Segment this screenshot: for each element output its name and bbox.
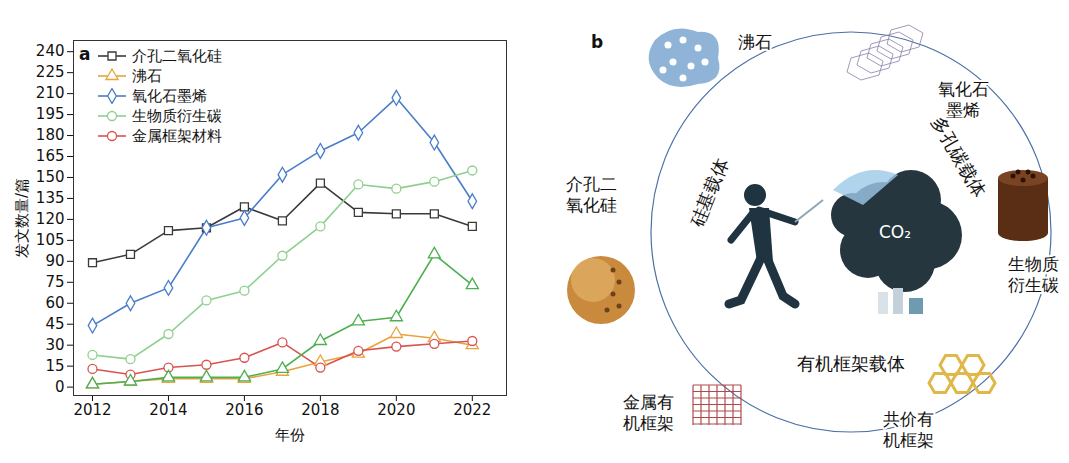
svg-text:多孔碳载体: 多孔碳载体	[927, 113, 990, 201]
svg-text:240: 240	[36, 42, 65, 60]
svg-text:2018: 2018	[301, 401, 339, 419]
svg-text:135: 135	[36, 189, 65, 207]
svg-text:氧化石墨烯: 氧化石墨烯	[938, 79, 989, 120]
svg-text:金属有机框架: 金属有机框架	[623, 392, 674, 433]
svg-text:15: 15	[45, 357, 64, 375]
svg-text:介孔二氧化硅: 介孔二氧化硅	[566, 174, 617, 215]
svg-text:2012: 2012	[73, 401, 111, 419]
svg-text:CO₂: CO₂	[879, 222, 911, 242]
svg-text:共价有机框架: 共价有机框架	[883, 409, 934, 450]
html-text:介孔二氧化硅: 介孔二氧化硅	[132, 47, 222, 65]
svg-text:195: 195	[36, 105, 65, 123]
svg-text:45: 45	[45, 315, 64, 333]
svg-text:0: 0	[55, 378, 65, 396]
svg-text:硅基载体: 硅基载体	[685, 155, 732, 231]
svg-text:105: 105	[36, 231, 65, 249]
html-text:氧化石墨烯: 氧化石墨烯	[132, 87, 207, 105]
svg-text:b: b	[591, 32, 603, 52]
svg-text:2022: 2022	[453, 401, 491, 419]
svg-text:2020: 2020	[377, 401, 415, 419]
svg-text:年份: 年份	[275, 426, 305, 444]
svg-text:生物质衍生碳: 生物质衍生碳	[1008, 254, 1059, 295]
svg-text:发文数量/篇: 发文数量/篇	[13, 178, 31, 258]
svg-text:2016: 2016	[225, 401, 263, 419]
svg-text:75: 75	[45, 273, 64, 291]
svg-text:沸石: 沸石	[738, 32, 772, 52]
svg-text:210: 210	[36, 84, 65, 102]
svg-text:30: 30	[45, 336, 64, 354]
svg-text:60: 60	[45, 294, 64, 312]
svg-text:225: 225	[36, 63, 65, 81]
svg-text:120: 120	[36, 210, 65, 228]
svg-text:165: 165	[36, 147, 65, 165]
html-text:金属框架材料: 金属框架材料	[132, 127, 222, 145]
svg-text:90: 90	[45, 252, 64, 270]
svg-text:2014: 2014	[149, 401, 187, 419]
html-text:沸石: 沸石	[132, 67, 162, 85]
svg-text:180: 180	[36, 126, 65, 144]
svg-text:150: 150	[36, 168, 65, 186]
html-text:生物质衍生碳: 生物质衍生碳	[132, 107, 222, 125]
html-text:a: a	[79, 44, 91, 64]
svg-text:有机框架载体: 有机框架载体	[797, 353, 905, 374]
